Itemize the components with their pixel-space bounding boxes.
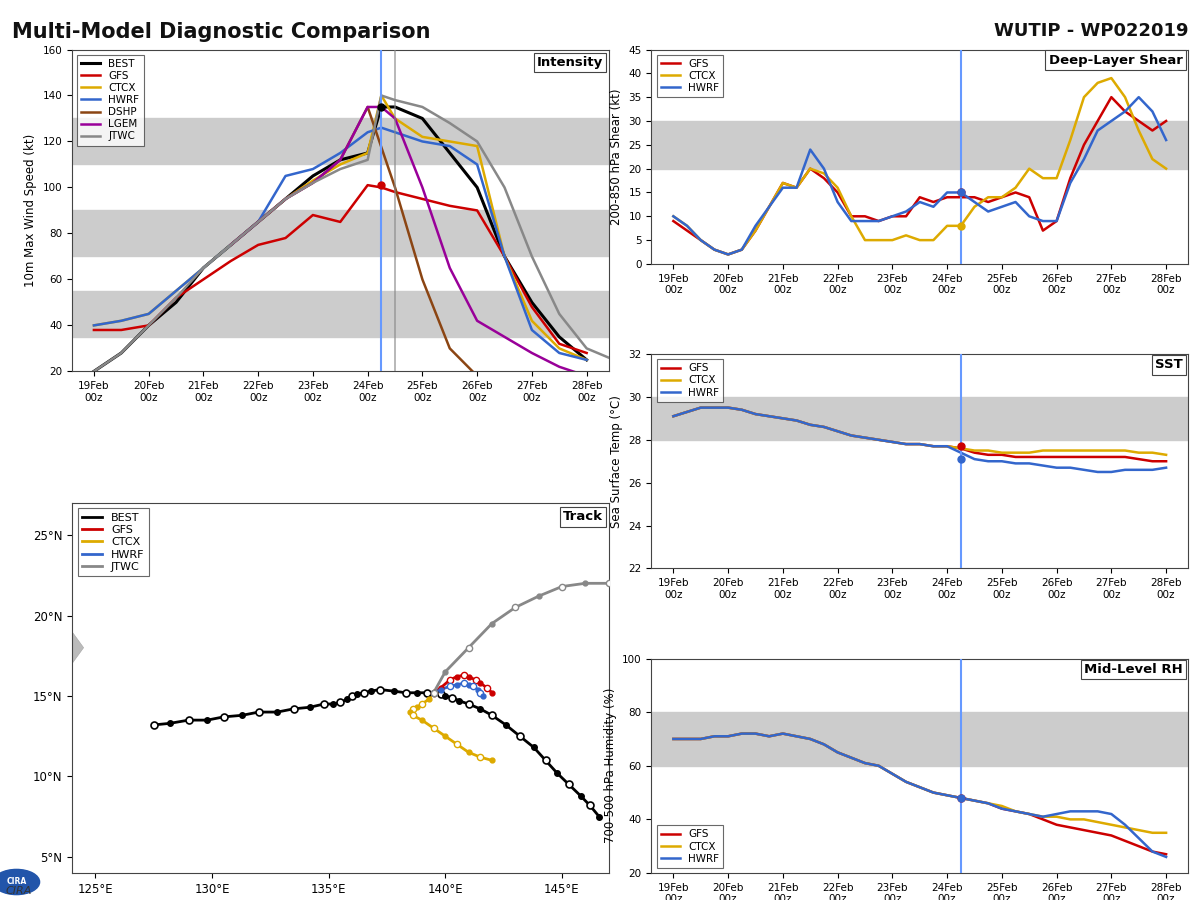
Text: CIRA: CIRA (6, 878, 26, 886)
Bar (652, 397, 1188, 440)
Legend: BEST, GFS, CTCX, HWRF, DSHP, LGEM, JTWC: BEST, GFS, CTCX, HWRF, DSHP, LGEM, JTWC (77, 55, 144, 146)
Bar (72, 211, 608, 256)
Bar (72, 291, 608, 337)
Text: Deep-Layer Shear: Deep-Layer Shear (1049, 54, 1183, 67)
Circle shape (0, 869, 40, 895)
Text: WUTIP - WP022019: WUTIP - WP022019 (994, 22, 1188, 40)
Y-axis label: 10m Max Wind Speed (kt): 10m Max Wind Speed (kt) (24, 134, 37, 287)
Text: Intensity: Intensity (536, 56, 604, 69)
Y-axis label: 200-850 hPa Shear (kt): 200-850 hPa Shear (kt) (610, 88, 623, 225)
Legend: GFS, CTCX, HWRF: GFS, CTCX, HWRF (656, 55, 724, 97)
Legend: GFS, CTCX, HWRF: GFS, CTCX, HWRF (656, 359, 724, 401)
Text: CIRA: CIRA (6, 886, 32, 896)
Bar (72, 119, 608, 165)
Text: Multi-Model Diagnostic Comparison: Multi-Model Diagnostic Comparison (12, 22, 431, 42)
Polygon shape (0, 612, 84, 816)
Text: Mid-Level RH: Mid-Level RH (1084, 662, 1183, 676)
Text: Track: Track (563, 510, 604, 523)
Bar (652, 712, 1188, 766)
Text: SST: SST (1154, 358, 1183, 372)
Y-axis label: Sea Surface Temp (°C): Sea Surface Temp (°C) (610, 395, 623, 527)
Y-axis label: 700-500 hPa Humidity (%): 700-500 hPa Humidity (%) (604, 688, 617, 843)
Bar (652, 121, 1188, 168)
Legend: GFS, CTCX, HWRF: GFS, CTCX, HWRF (656, 825, 724, 868)
Legend: BEST, GFS, CTCX, HWRF, JTWC: BEST, GFS, CTCX, HWRF, JTWC (78, 508, 149, 576)
